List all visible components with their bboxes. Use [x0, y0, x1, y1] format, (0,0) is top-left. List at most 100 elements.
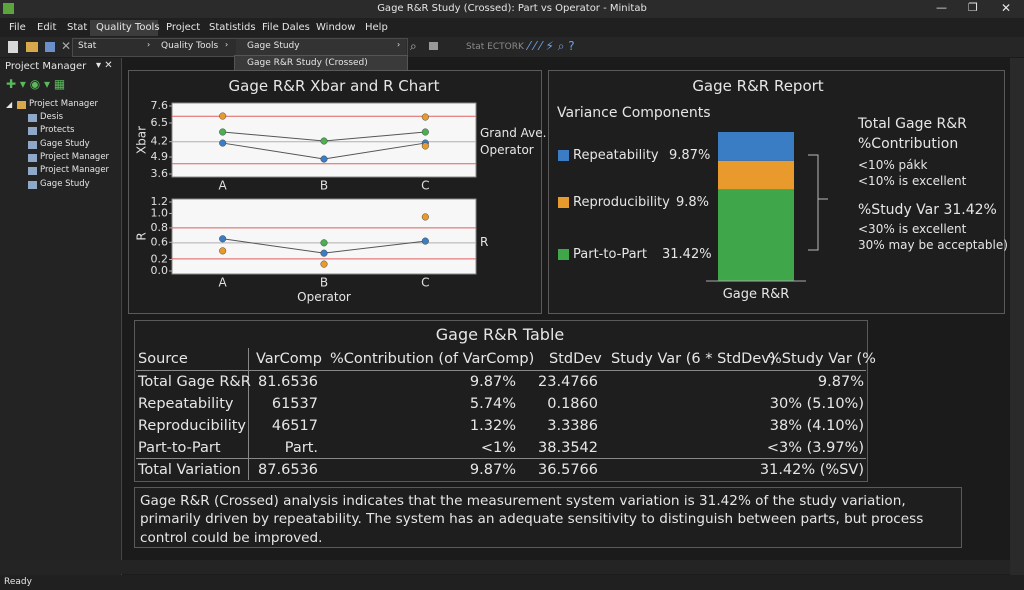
table-cell: Part-to-Part — [138, 440, 221, 456]
y-tick-label: 0.8 — [151, 221, 169, 234]
y-tick-label: 4.2 — [151, 135, 169, 148]
toolbar-text: Stat ECTORK — [466, 42, 524, 52]
h-scrollbar[interactable] — [0, 560, 1010, 574]
x-tick-label: B — [320, 179, 328, 193]
tree-item[interactable]: Project Manager — [40, 165, 110, 175]
value-label: 31.42% — [662, 247, 712, 262]
dropdown-item-bg[interactable] — [236, 39, 406, 55]
y-tick-label: 0.2 — [151, 253, 169, 266]
tool-icon[interactable]: ⁄ ⁄ ⁄ ⚡ ⌕ ? — [528, 39, 575, 53]
data-point — [219, 235, 227, 243]
table-panel — [134, 320, 868, 482]
comment-icon[interactable] — [429, 42, 438, 50]
legend-label: Reproducibility — [573, 195, 670, 210]
status-bar — [0, 575, 1024, 590]
minimize-button[interactable]: — — [936, 1, 947, 14]
dropdown-item[interactable]: Gage Study — [247, 41, 300, 51]
data-point — [421, 142, 429, 150]
submenu-arrow: › — [397, 40, 401, 49]
menu-item[interactable]: Project — [166, 22, 201, 33]
data-point — [421, 237, 429, 245]
annotation: Grand Ave. — [480, 126, 547, 140]
pin-button[interactable]: ▾ ✕ — [96, 60, 113, 71]
add-button[interactable]: ✚ ▾ ◉ ▾ ▦ — [6, 77, 66, 91]
report-note: %Study Var 31.42% — [858, 202, 997, 218]
table-header: %Contribution (of VarComp) — [330, 351, 535, 367]
tree-item[interactable]: Protects — [40, 125, 75, 135]
submenu-arrow: › — [147, 40, 151, 49]
tree-item[interactable]: Gage Study — [40, 139, 90, 149]
table-cell: 31.42% (%SV) — [759, 462, 864, 478]
y-tick-label: 3.6 — [151, 167, 169, 180]
dropdown-item[interactable]: Quality Tools — [161, 41, 219, 51]
search-icon[interactable]: ⌕ — [410, 39, 417, 53]
tree-icon[interactable] — [28, 127, 37, 135]
report-note: 30% may be acceptable) — [858, 238, 1008, 252]
menu-item[interactable]: Window — [316, 22, 356, 33]
tree-icon[interactable] — [28, 154, 37, 162]
menu-item[interactable]: File — [9, 22, 26, 33]
dropdown-item[interactable]: Stat — [78, 41, 97, 51]
app-icon — [3, 3, 14, 14]
data-point — [320, 249, 328, 257]
report-note: %Contribution — [858, 136, 959, 152]
tree-icon[interactable] — [28, 114, 37, 122]
chart-title: Gage R&R Xbar and R Chart — [228, 77, 440, 95]
legend-label: Repeatability — [573, 148, 659, 163]
new-icon[interactable] — [8, 41, 18, 53]
open-icon[interactable] — [26, 42, 38, 52]
scrollbar[interactable] — [1010, 58, 1024, 575]
table-cell: 38% (4.10%) — [769, 418, 864, 434]
menu-item[interactable]: Statistids — [209, 22, 256, 33]
bar-label: Gage R&R — [722, 287, 790, 302]
y-tick-label: 0.0 — [151, 264, 169, 277]
delete-icon[interactable]: ✕ — [61, 39, 72, 53]
tree-icon[interactable] — [17, 101, 26, 109]
y-tick-label: 4.9 — [151, 150, 169, 163]
legend-swatch — [558, 150, 569, 161]
menu-item[interactable]: Help — [365, 22, 388, 33]
menu-highlight[interactable] — [90, 20, 158, 36]
y-axis-label: Xbar — [135, 126, 149, 154]
status-text: Ready — [4, 577, 32, 587]
table-cell: Total Gage R&R — [138, 374, 251, 390]
close-button[interactable]: ✕ — [1001, 1, 1012, 15]
y-tick-label: 1.0 — [151, 207, 169, 220]
tree-icon[interactable] — [28, 141, 37, 149]
table-cell: 1.32% — [469, 418, 516, 434]
data-point — [219, 112, 227, 120]
data-point — [320, 137, 328, 145]
value-label: 9.8% — [676, 195, 710, 210]
menu-item[interactable]: Quality Tools — [96, 22, 160, 33]
table-cell: 46517 — [271, 418, 318, 434]
table-cell: 61537 — [271, 396, 318, 412]
submenu-item[interactable]: Gage R&R Study (Crossed) — [247, 58, 368, 68]
data-point — [320, 155, 328, 163]
tree-item[interactable]: Gage Study — [40, 179, 90, 189]
table-cell: 9.87% — [469, 374, 516, 390]
table-title: Gage R&R Table — [435, 325, 565, 344]
tree-icon[interactable] — [28, 181, 37, 189]
y-tick-label: 1.2 — [151, 195, 169, 208]
tree-icon[interactable] — [28, 167, 37, 175]
menu-item[interactable]: Stat — [67, 22, 88, 33]
save-icon[interactable] — [45, 42, 55, 52]
report-note: Total Gage R&R — [858, 116, 967, 132]
table-header: Study Var (6 * StdDev) — [611, 351, 776, 367]
summary-text: Gage R&R (Crossed) analysis indicates th… — [140, 493, 924, 546]
panel-title: Project Manager — [5, 61, 87, 72]
maximize-button[interactable]: ❐ — [968, 1, 978, 14]
tree-item[interactable]: Project Manager — [40, 152, 110, 162]
legend-label: Part-to-Part — [573, 247, 648, 262]
tree-expander[interactable]: ◢ — [6, 100, 13, 109]
tree-item[interactable]: Project Manager — [29, 99, 99, 109]
table-header: Source — [138, 351, 188, 367]
table-cell: 9.87% — [469, 462, 516, 478]
tree-item[interactable]: Desis — [40, 112, 63, 122]
legend-swatch — [558, 197, 569, 208]
table-cell: 0.1860 — [547, 396, 598, 412]
table-cell: 9.87% — [817, 374, 864, 390]
menu-item[interactable]: File Dales — [262, 22, 310, 33]
menu-item[interactable]: Edit — [37, 22, 57, 33]
